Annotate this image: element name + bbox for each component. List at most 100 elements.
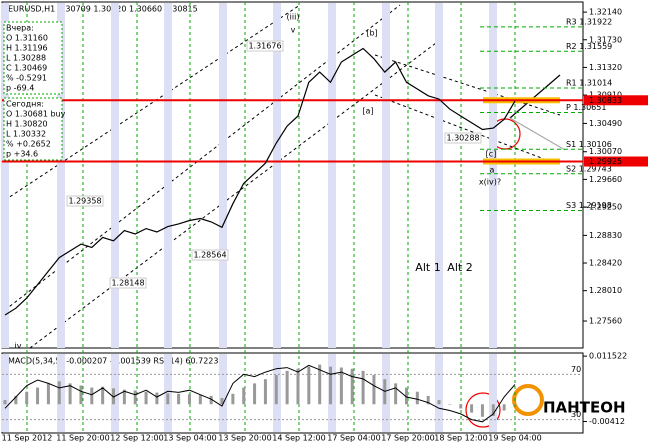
macd-bar bbox=[394, 383, 398, 405]
rsi-line bbox=[4, 364, 516, 423]
macd-bar bbox=[361, 370, 365, 405]
macd-bar bbox=[263, 379, 267, 405]
y-tick-label: 1.30490 bbox=[589, 119, 622, 128]
wave-label: x(iv)? bbox=[479, 178, 501, 187]
level-tag bbox=[584, 95, 648, 106]
wave-label: Alt 2 bbox=[447, 261, 472, 274]
price-tag: 1.29358 bbox=[68, 197, 101, 206]
macd-bar bbox=[177, 393, 181, 405]
pivot-label: S3 1.29198 bbox=[566, 201, 612, 210]
projection-line-alt bbox=[509, 117, 566, 151]
macd-bar bbox=[198, 395, 202, 405]
level-label: 1.30833 bbox=[589, 96, 622, 105]
x-tick-label: 11 Sep 2012 bbox=[2, 434, 53, 443]
y-tick-label: 1.29660 bbox=[589, 175, 622, 184]
macd-bar bbox=[68, 383, 72, 405]
price-tag: 1.28148 bbox=[111, 279, 144, 288]
macd-bar bbox=[404, 387, 408, 405]
macd-bar bbox=[296, 368, 300, 405]
macd-bar bbox=[187, 394, 191, 405]
macd-bar bbox=[339, 367, 343, 405]
x-tick-label: 13 Sep 20:00 bbox=[218, 434, 271, 443]
macd-bar bbox=[155, 392, 159, 405]
x-tick-label: 11 Sep 20:00 bbox=[56, 434, 109, 443]
info-text: O 1.31160 bbox=[6, 34, 48, 43]
info-text: L 1.30332 bbox=[6, 130, 46, 139]
macd-bar bbox=[513, 404, 517, 406]
price-line bbox=[4, 47, 516, 316]
pivot-label: R3 1.31922 bbox=[566, 17, 612, 26]
macd-tick-label: 0.011522 bbox=[589, 352, 627, 361]
session-band bbox=[1, 3, 9, 348]
session-band bbox=[382, 3, 390, 348]
macd-bar bbox=[36, 387, 40, 405]
session-band bbox=[1, 354, 9, 432]
macd-bar bbox=[480, 404, 484, 417]
y-tick-label: 1.27560 bbox=[589, 317, 622, 326]
logo-mark bbox=[512, 384, 544, 416]
macd-bar bbox=[448, 404, 452, 405]
macd-bar bbox=[57, 381, 61, 405]
session-band bbox=[57, 3, 65, 348]
x-tick-label: 19 Sep 04:00 bbox=[488, 434, 541, 443]
info-text: O 1.30681 buy bbox=[6, 110, 66, 119]
session-band bbox=[435, 3, 443, 348]
price-tag: 1.31676 bbox=[248, 42, 281, 51]
y-tick-label: 1.30070 bbox=[589, 147, 622, 156]
pivot-label: S1 1.30106 bbox=[566, 140, 612, 149]
pivot-label: S2 1.29743 bbox=[566, 164, 612, 173]
projection-line bbox=[509, 74, 561, 119]
y-tick-label: 1.32140 bbox=[589, 8, 622, 17]
session-band bbox=[111, 3, 119, 348]
level-tag bbox=[584, 156, 648, 167]
info-text: Вчера: bbox=[6, 24, 34, 33]
chart-title: EURUSD,H1 1.30709 1.30820 1.30660 1.3081… bbox=[8, 5, 198, 14]
macd-bar bbox=[491, 404, 495, 416]
macd-bar bbox=[274, 375, 278, 405]
x-tick-label: 18 Sep 12:00 bbox=[434, 434, 487, 443]
info-text: p +34.6 bbox=[6, 150, 38, 159]
x-tick-label: 17 Sep 20:00 bbox=[381, 434, 434, 443]
wave-label: iv bbox=[15, 342, 22, 351]
info-text: p -69.4 bbox=[6, 84, 34, 93]
macd-bar bbox=[112, 388, 116, 405]
x-tick-label: 12 Sep 12:00 bbox=[110, 434, 163, 443]
price-tag-box bbox=[109, 277, 147, 289]
session-band bbox=[164, 3, 172, 348]
price-tag-box bbox=[444, 132, 482, 144]
info-box bbox=[3, 21, 63, 95]
wave-label: (iii) bbox=[287, 13, 300, 22]
info-text: C 1.30469 bbox=[6, 64, 47, 73]
x-tick-label: 13 Sep 04:00 bbox=[163, 434, 216, 443]
info-text: H 1.31196 bbox=[6, 44, 48, 53]
macd-bar bbox=[90, 387, 94, 405]
wave-label: [a] bbox=[362, 107, 373, 116]
macd-bar bbox=[79, 385, 83, 405]
session-band bbox=[164, 354, 172, 432]
x-tick-label: 14 Sep 12:00 bbox=[272, 434, 325, 443]
macd-bar bbox=[101, 386, 105, 405]
session-band bbox=[328, 3, 336, 348]
macd-bar bbox=[14, 395, 18, 405]
macd-bar bbox=[231, 393, 235, 405]
macd-bar bbox=[329, 366, 333, 405]
session-band bbox=[489, 3, 497, 348]
info-box bbox=[3, 97, 63, 161]
macd-bar bbox=[502, 404, 506, 411]
macd-bar bbox=[144, 391, 148, 405]
rsi-tick-label: 30 bbox=[571, 410, 581, 419]
price-tag-box bbox=[191, 249, 229, 261]
pivot-label: R1 1.31014 bbox=[566, 79, 612, 88]
info-text: H 1.30820 bbox=[6, 120, 48, 129]
y-tick-label: 1.28010 bbox=[589, 286, 622, 295]
pivot-label: P 1.30651 bbox=[566, 103, 606, 112]
session-band bbox=[435, 354, 443, 432]
price-tag-box bbox=[246, 40, 284, 52]
price-tag: 1.30288 bbox=[446, 134, 479, 143]
wave-label: v bbox=[291, 26, 296, 35]
macd-bar bbox=[242, 387, 246, 405]
y-tick-label: 1.28420 bbox=[589, 259, 622, 268]
macd-bar bbox=[166, 393, 170, 405]
